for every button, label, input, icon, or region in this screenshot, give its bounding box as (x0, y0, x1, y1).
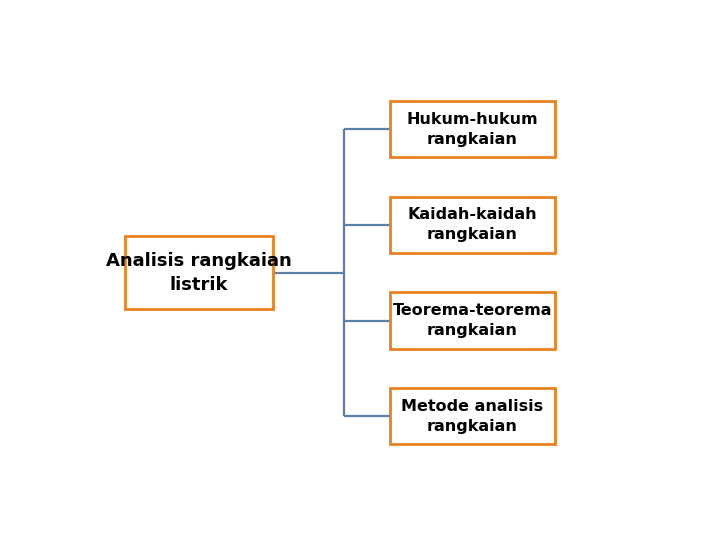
FancyBboxPatch shape (390, 101, 554, 157)
Text: Teorema-teorema
rangkaian: Teorema-teorema rangkaian (392, 303, 552, 338)
Text: Analisis rangkaian
listrik: Analisis rangkaian listrik (106, 252, 292, 294)
FancyBboxPatch shape (390, 388, 554, 444)
Text: Hukum-hukum
rangkaian: Hukum-hukum rangkaian (406, 112, 538, 147)
Text: Kaidah-kaidah
rangkaian: Kaidah-kaidah rangkaian (408, 207, 537, 242)
FancyBboxPatch shape (390, 293, 554, 349)
Text: Metode analisis
rangkaian: Metode analisis rangkaian (401, 399, 544, 434)
FancyBboxPatch shape (125, 237, 273, 309)
FancyBboxPatch shape (390, 197, 554, 253)
